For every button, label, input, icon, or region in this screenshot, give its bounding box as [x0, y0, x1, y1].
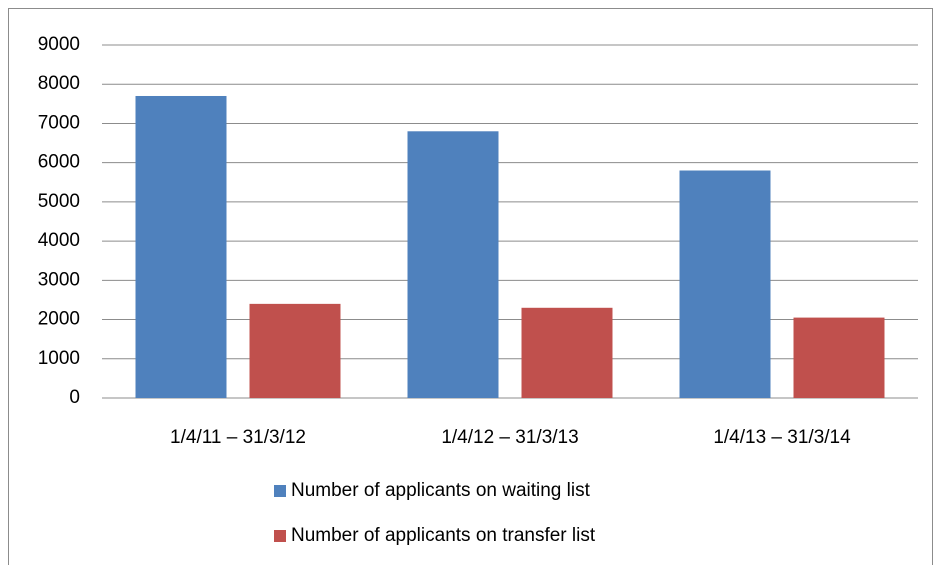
bar [679, 170, 771, 398]
bar [407, 131, 499, 399]
y-tick-label: 0 [69, 387, 80, 408]
legend-swatch [274, 485, 286, 497]
y-tick-label: 4000 [38, 230, 80, 251]
y-tick-label: 8000 [38, 73, 80, 94]
x-tick-label: 1/4/13 – 31/3/14 [713, 427, 851, 448]
bar [135, 95, 227, 398]
x-tick-label: 1/4/11 – 31/3/12 [170, 427, 306, 448]
y-tick-label: 6000 [38, 152, 80, 173]
y-tick-label: 5000 [38, 191, 80, 212]
y-tick-label: 2000 [38, 309, 80, 330]
bar [249, 303, 341, 398]
bar [793, 317, 885, 398]
legend-label: Number of applicants on transfer list [291, 525, 596, 546]
bar [521, 307, 613, 398]
y-tick-label: 3000 [38, 269, 80, 290]
y-tick-label: 7000 [38, 112, 80, 133]
legend-label: Number of applicants on waiting list [291, 480, 591, 501]
y-tick-label: 1000 [38, 348, 80, 369]
legend-swatch [274, 530, 286, 542]
y-tick-label: 9000 [38, 34, 80, 55]
x-tick-label: 1/4/12 – 31/3/13 [441, 427, 578, 448]
